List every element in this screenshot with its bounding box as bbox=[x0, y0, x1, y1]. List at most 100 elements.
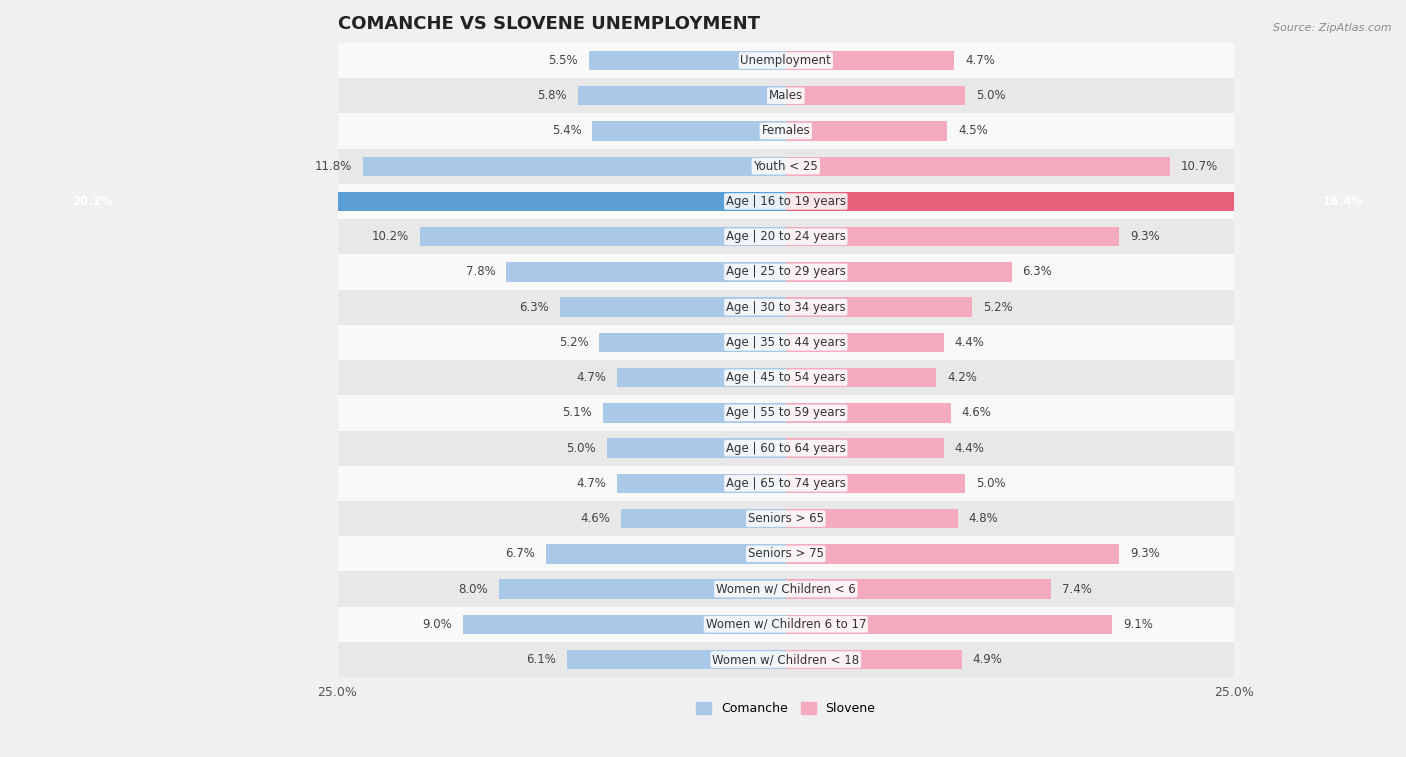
Bar bbox=[337, 290, 1234, 325]
Bar bbox=[420, 227, 786, 246]
Text: 5.0%: 5.0% bbox=[976, 89, 1005, 102]
Bar bbox=[337, 184, 1234, 219]
Text: 4.5%: 4.5% bbox=[957, 124, 987, 138]
Text: 9.0%: 9.0% bbox=[423, 618, 453, 631]
Bar bbox=[621, 509, 786, 528]
Text: 5.1%: 5.1% bbox=[562, 407, 592, 419]
Bar bbox=[786, 86, 965, 105]
Text: 5.4%: 5.4% bbox=[551, 124, 582, 138]
Text: Age | 65 to 74 years: Age | 65 to 74 years bbox=[725, 477, 846, 490]
Bar bbox=[567, 650, 786, 669]
Text: Males: Males bbox=[769, 89, 803, 102]
Text: 10.2%: 10.2% bbox=[373, 230, 409, 243]
Bar bbox=[363, 157, 786, 176]
Bar bbox=[337, 466, 1234, 501]
Text: Women w/ Children < 18: Women w/ Children < 18 bbox=[713, 653, 859, 666]
Text: 4.2%: 4.2% bbox=[948, 371, 977, 384]
Text: 5.2%: 5.2% bbox=[983, 301, 1012, 313]
Text: Age | 30 to 34 years: Age | 30 to 34 years bbox=[725, 301, 845, 313]
Bar bbox=[599, 333, 786, 352]
Text: Age | 60 to 64 years: Age | 60 to 64 years bbox=[725, 441, 846, 455]
Bar bbox=[786, 615, 1112, 634]
Text: 6.3%: 6.3% bbox=[519, 301, 550, 313]
Bar bbox=[337, 431, 1234, 466]
Text: 10.7%: 10.7% bbox=[1180, 160, 1218, 173]
Bar bbox=[337, 360, 1234, 395]
Text: 5.0%: 5.0% bbox=[976, 477, 1005, 490]
Text: Females: Females bbox=[762, 124, 810, 138]
Text: 5.0%: 5.0% bbox=[567, 441, 596, 455]
Text: 4.4%: 4.4% bbox=[955, 336, 984, 349]
Text: Unemployment: Unemployment bbox=[741, 54, 831, 67]
Text: 11.8%: 11.8% bbox=[315, 160, 352, 173]
Bar bbox=[337, 536, 1234, 572]
Text: Age | 20 to 24 years: Age | 20 to 24 years bbox=[725, 230, 846, 243]
Bar bbox=[337, 642, 1234, 678]
Text: Women w/ Children 6 to 17: Women w/ Children 6 to 17 bbox=[706, 618, 866, 631]
Bar bbox=[337, 43, 1234, 78]
Text: 7.8%: 7.8% bbox=[465, 266, 495, 279]
Bar bbox=[337, 254, 1234, 290]
Bar bbox=[786, 121, 948, 141]
Bar bbox=[786, 438, 943, 458]
Text: 4.9%: 4.9% bbox=[973, 653, 1002, 666]
Bar bbox=[546, 544, 786, 563]
Bar bbox=[603, 403, 786, 422]
Bar bbox=[786, 51, 955, 70]
Text: 4.4%: 4.4% bbox=[955, 441, 984, 455]
Text: Youth < 25: Youth < 25 bbox=[754, 160, 818, 173]
Text: 9.3%: 9.3% bbox=[1130, 230, 1160, 243]
Text: 9.3%: 9.3% bbox=[1130, 547, 1160, 560]
Bar bbox=[62, 192, 786, 211]
Bar bbox=[337, 501, 1234, 536]
Text: Source: ZipAtlas.com: Source: ZipAtlas.com bbox=[1274, 23, 1392, 33]
Text: 5.5%: 5.5% bbox=[548, 54, 578, 67]
Text: 8.0%: 8.0% bbox=[458, 583, 488, 596]
Bar bbox=[786, 579, 1052, 599]
Text: 4.7%: 4.7% bbox=[576, 371, 606, 384]
Text: 4.7%: 4.7% bbox=[576, 477, 606, 490]
Bar bbox=[786, 544, 1119, 563]
Bar bbox=[786, 474, 965, 493]
Bar bbox=[337, 395, 1234, 431]
Text: Seniors > 65: Seniors > 65 bbox=[748, 512, 824, 525]
Bar bbox=[337, 572, 1234, 606]
Text: 4.6%: 4.6% bbox=[962, 407, 991, 419]
Text: 4.7%: 4.7% bbox=[965, 54, 995, 67]
Bar bbox=[592, 121, 786, 141]
Text: 6.7%: 6.7% bbox=[505, 547, 534, 560]
Bar bbox=[589, 51, 786, 70]
Bar bbox=[337, 114, 1234, 148]
Text: COMANCHE VS SLOVENE UNEMPLOYMENT: COMANCHE VS SLOVENE UNEMPLOYMENT bbox=[337, 15, 759, 33]
Text: 5.2%: 5.2% bbox=[558, 336, 589, 349]
Text: Seniors > 75: Seniors > 75 bbox=[748, 547, 824, 560]
Bar bbox=[560, 298, 786, 317]
Bar bbox=[786, 262, 1012, 282]
Text: Women w/ Children < 6: Women w/ Children < 6 bbox=[716, 583, 856, 596]
Bar bbox=[786, 650, 962, 669]
Bar bbox=[578, 86, 786, 105]
Bar bbox=[337, 78, 1234, 114]
Text: 6.3%: 6.3% bbox=[1022, 266, 1052, 279]
Bar bbox=[786, 298, 973, 317]
Text: Age | 55 to 59 years: Age | 55 to 59 years bbox=[725, 407, 845, 419]
Text: 7.4%: 7.4% bbox=[1062, 583, 1092, 596]
Bar bbox=[337, 606, 1234, 642]
Bar bbox=[617, 368, 786, 388]
Text: Age | 25 to 29 years: Age | 25 to 29 years bbox=[725, 266, 846, 279]
Text: Age | 35 to 44 years: Age | 35 to 44 years bbox=[725, 336, 845, 349]
Text: 4.6%: 4.6% bbox=[581, 512, 610, 525]
Text: 16.4%: 16.4% bbox=[1322, 195, 1364, 208]
Bar bbox=[506, 262, 786, 282]
Bar bbox=[786, 509, 957, 528]
Text: 6.1%: 6.1% bbox=[526, 653, 557, 666]
Bar bbox=[786, 227, 1119, 246]
Bar bbox=[617, 474, 786, 493]
Bar bbox=[606, 438, 786, 458]
Text: 9.1%: 9.1% bbox=[1123, 618, 1153, 631]
Bar bbox=[337, 148, 1234, 184]
Text: Age | 45 to 54 years: Age | 45 to 54 years bbox=[725, 371, 845, 384]
Text: 5.8%: 5.8% bbox=[537, 89, 567, 102]
Bar bbox=[786, 157, 1170, 176]
Legend: Comanche, Slovene: Comanche, Slovene bbox=[696, 702, 876, 715]
